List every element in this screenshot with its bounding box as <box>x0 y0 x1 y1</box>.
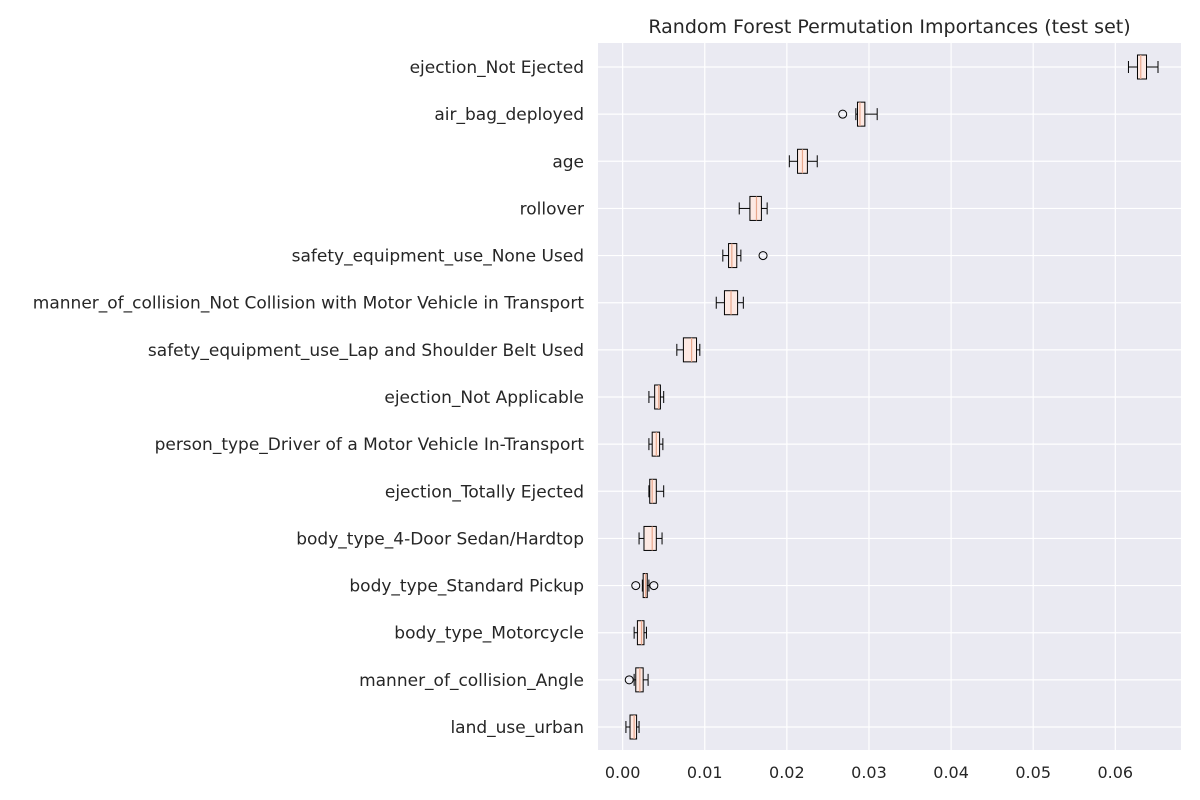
box-group <box>631 573 659 599</box>
iqr-box <box>749 195 762 221</box>
x-tick-label: 0.01 <box>687 763 723 782</box>
box-group <box>1127 54 1159 80</box>
grid-layer <box>598 43 1181 750</box>
x-tick-label: 0.05 <box>1015 763 1051 782</box>
feature-label: ejection_Not Applicable <box>384 388 584 408</box>
boxes-layer <box>624 54 1159 740</box>
feature-label: manner_of_collision_Angle <box>359 671 584 691</box>
feature-label: body_type_Motorcycle <box>394 624 584 644</box>
iqr-box <box>856 101 866 127</box>
feature-label: safety_equipment_use_None Used <box>292 247 584 267</box>
box-group <box>638 525 663 551</box>
iqr-box <box>649 478 657 504</box>
outlier-point <box>649 581 659 591</box>
box-group <box>633 620 647 646</box>
box-group <box>738 195 768 221</box>
chart-title: Random Forest Permutation Importances (t… <box>648 16 1130 38</box>
x-tick-label: 0.04 <box>933 763 969 782</box>
feature-label: person_type_Driver of a Motor Vehicle In… <box>155 435 585 455</box>
outlier-point <box>758 251 768 261</box>
box-group <box>722 243 768 269</box>
feature-label: manner_of_collision_Not Collision with M… <box>33 294 585 314</box>
outlier-point <box>624 675 634 685</box>
x-tick-labels: 0.00 0.01 0.02 0.03 0.04 0.05 0.06 <box>605 763 1133 782</box>
box-group <box>838 101 878 127</box>
iqr-box <box>682 337 698 363</box>
feature-label: safety_equipment_use_Lap and Shoulder Be… <box>148 341 584 361</box>
iqr-box <box>728 243 738 269</box>
x-tick-label: 0.03 <box>851 763 887 782</box>
iqr-box <box>636 620 645 646</box>
box-group <box>648 384 665 410</box>
feature-label: age <box>552 152 584 172</box>
box-group <box>648 431 664 457</box>
outlier-point <box>838 109 848 119</box>
iqr-box <box>629 714 638 740</box>
feature-label: rollover <box>520 199 584 219</box>
feature-label: ejection_Not Ejected <box>410 58 584 78</box>
outlier-point <box>631 581 641 591</box>
box-group <box>624 667 649 693</box>
feature-label: ejection_Totally Ejected <box>385 482 584 502</box>
x-tick-label: 0.00 <box>605 763 641 782</box>
box-group <box>676 337 701 363</box>
box-group <box>625 714 640 740</box>
iqr-box <box>654 384 661 410</box>
feature-label: body_type_Standard Pickup <box>349 577 584 597</box>
feature-label: air_bag_deployed <box>434 105 584 125</box>
iqr-box <box>643 525 657 551</box>
x-tick-label: 0.06 <box>1097 763 1133 782</box>
box-group <box>788 148 818 174</box>
feature-label: land_use_urban <box>450 718 584 738</box>
x-tick-label: 0.02 <box>769 763 805 782</box>
feature-label: body_type_4-Door Sedan/Hardtop <box>296 529 584 549</box>
box-group <box>648 478 665 504</box>
iqr-box <box>1136 54 1148 80</box>
box-group <box>715 290 744 316</box>
